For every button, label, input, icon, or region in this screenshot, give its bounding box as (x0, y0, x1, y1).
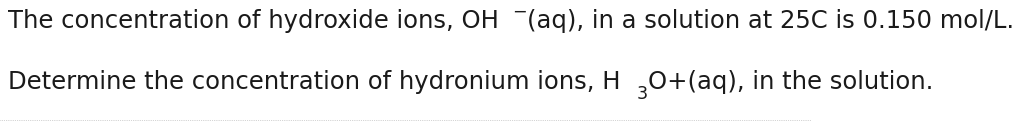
Text: The concentration of hydroxide ions, OH: The concentration of hydroxide ions, OH (8, 9, 499, 33)
Text: −: − (512, 2, 526, 20)
Text: Determine the concentration of hydronium ions, H: Determine the concentration of hydronium… (8, 70, 621, 94)
Text: (aq), in a solution at 25C is 0.150 mol/L.: (aq), in a solution at 25C is 0.150 mol/… (527, 9, 1014, 33)
Text: O+(aq), in the solution.: O+(aq), in the solution. (648, 70, 933, 94)
Text: 3: 3 (636, 85, 647, 102)
